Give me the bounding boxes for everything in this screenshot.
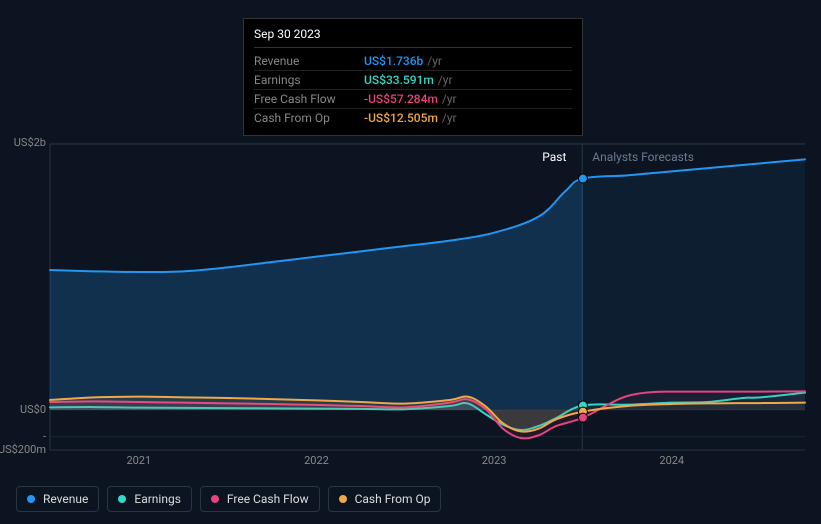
tooltip-suffix: /yr <box>427 54 442 68</box>
chart-legend: Revenue Earnings Free Cash Flow Cash From O… <box>16 486 441 512</box>
y-axis-tick-label: -US$200m <box>0 430 46 456</box>
tooltip-row: RevenueUS$1.736b/yr <box>254 52 572 71</box>
x-axis-tick-label: 2024 <box>659 454 684 467</box>
legend-label: Cash From Op <box>355 492 431 506</box>
legend-item[interactable]: Cash From Op <box>328 486 442 512</box>
legend-dot-icon <box>27 495 35 503</box>
tooltip-value: US$1.736b <box>364 54 423 68</box>
legend-label: Revenue <box>43 492 88 506</box>
legend-label: Earnings <box>134 492 181 506</box>
legend-dot-icon <box>211 495 219 503</box>
past-region-label: Past <box>542 150 566 164</box>
tooltip-value: -US$57.284m <box>364 92 438 106</box>
legend-dot-icon <box>118 495 126 503</box>
tooltip-value: -US$12.505m <box>364 111 438 125</box>
tooltip-row: Cash From Op-US$12.505m/yr <box>254 109 572 127</box>
tooltip-suffix: /yr <box>442 92 457 106</box>
x-axis-tick-label: 2023 <box>482 454 507 467</box>
tooltip-label: Free Cash Flow <box>254 92 364 106</box>
y-axis-tick-label: US$2b <box>14 136 46 149</box>
tooltip-label: Earnings <box>254 73 364 87</box>
y-axis-tick-label: US$0 <box>20 403 46 416</box>
legend-dot-icon <box>339 495 347 503</box>
forecast-region-label: Analysts Forecasts <box>592 150 694 164</box>
legend-item[interactable]: Revenue <box>16 486 99 512</box>
tooltip-value: US$33.591m <box>364 73 434 87</box>
tooltip-suffix: /yr <box>442 111 457 125</box>
legend-label: Free Cash Flow <box>227 492 309 506</box>
tooltip-date: Sep 30 2023 <box>254 27 572 48</box>
chart-tooltip: Sep 30 2023 RevenueUS$1.736b/yrEarningsU… <box>243 18 583 136</box>
legend-item[interactable]: Earnings <box>107 486 192 512</box>
tooltip-row: Free Cash Flow-US$57.284m/yr <box>254 90 572 109</box>
tooltip-suffix: /yr <box>438 73 453 87</box>
tooltip-label: Revenue <box>254 54 364 68</box>
tooltip-row: EarningsUS$33.591m/yr <box>254 71 572 90</box>
x-axis-tick-label: 2021 <box>126 454 151 467</box>
tooltip-label: Cash From Op <box>254 111 364 125</box>
x-axis-tick-label: 2022 <box>304 454 329 467</box>
legend-item[interactable]: Free Cash Flow <box>200 486 320 512</box>
